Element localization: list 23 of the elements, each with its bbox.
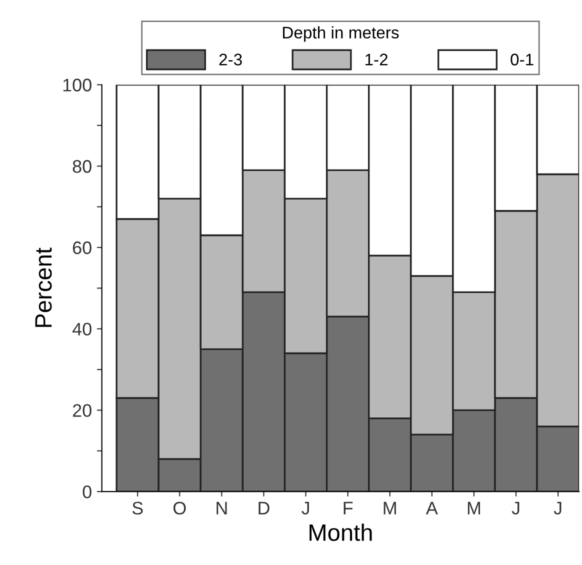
legend-label: 0-1	[510, 54, 534, 66]
x-tick-label: D	[258, 502, 270, 514]
x-axis-title: Month	[310, 524, 372, 541]
y-tick-label: 20	[72, 404, 92, 417]
y-tick-label: 40	[72, 322, 92, 336]
y-tick-label: 80	[72, 160, 92, 173]
y-tick-label: 100	[63, 78, 92, 92]
legend-label: 1-2	[366, 54, 388, 66]
x-tick-label: O	[173, 502, 186, 515]
x-tick-label: M	[468, 502, 480, 514]
x-tick-label: J	[554, 502, 562, 515]
legend-label: 2-3	[219, 54, 242, 66]
legend-title: Depth in meters	[283, 26, 399, 42]
x-tick-label: M	[384, 502, 396, 514]
x-tick-label: J	[512, 502, 520, 515]
x-tick-label: J	[302, 502, 309, 515]
y-tick-label: 0	[82, 485, 92, 498]
x-tick-label: A	[426, 502, 438, 514]
y-axis-title: Percent	[35, 248, 52, 327]
x-tick-label: F	[344, 502, 353, 514]
y-tick-label: 60	[72, 241, 92, 254]
x-tick-label: S	[132, 502, 143, 515]
x-tick-label: N	[216, 502, 227, 514]
